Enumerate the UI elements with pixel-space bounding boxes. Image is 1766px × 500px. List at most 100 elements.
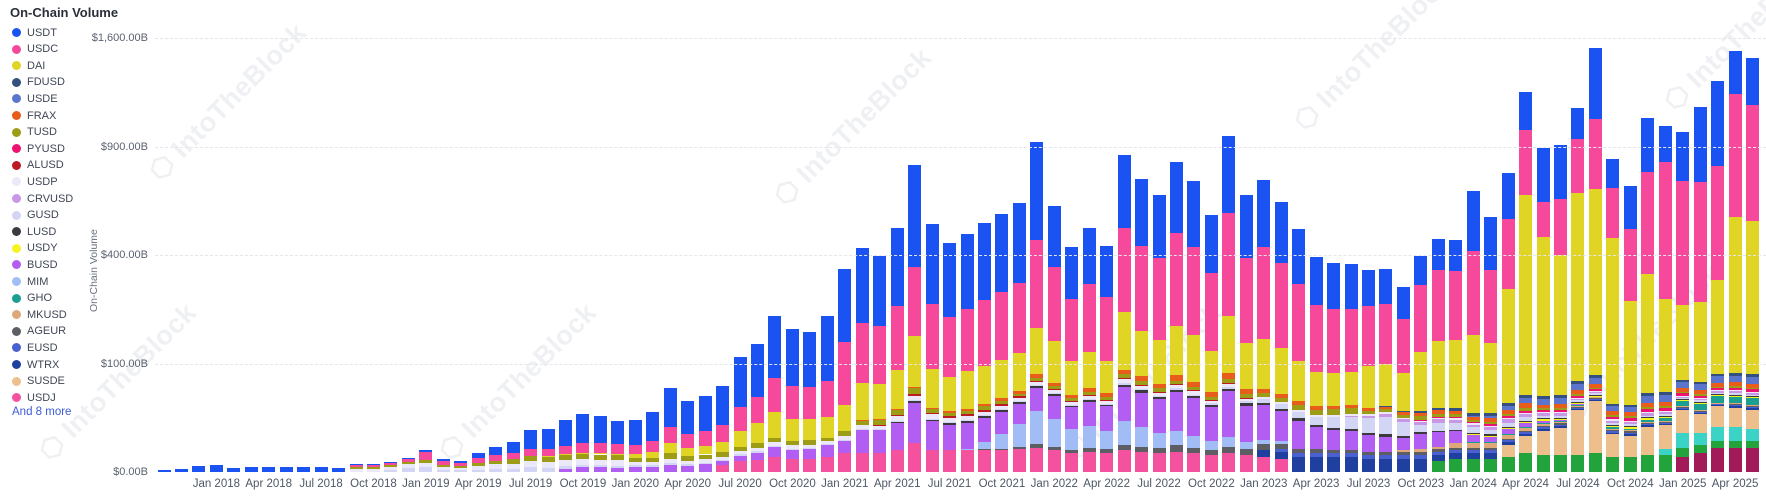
legend-item-mim[interactable]: MIM [12, 275, 48, 288]
bar-Feb 2023[interactable] [1274, 0, 1288, 472]
bar-Feb 2022[interactable] [1065, 0, 1079, 472]
bar-Dec 2023[interactable] [1449, 0, 1463, 472]
legend-item-usdj[interactable]: USDJ [12, 391, 56, 404]
legend-item-crvusd[interactable]: CRVUSD [12, 192, 73, 205]
bar-Dec 2021[interactable] [1030, 0, 1044, 472]
bar-Oct 2022[interactable] [1204, 0, 1218, 472]
legend-item-gusd[interactable]: GUSD [12, 209, 59, 222]
bar-Jul 2020[interactable] [733, 0, 747, 472]
bar-Sep 2020[interactable] [768, 0, 782, 472]
bar-Jun 2023[interactable] [1344, 0, 1358, 472]
legend-item-usde[interactable]: USDE [12, 92, 58, 105]
bar-Feb 2018[interactable] [227, 0, 241, 472]
legend-item-tusd[interactable]: TUSD [12, 126, 57, 139]
bar-Oct 2017[interactable] [157, 0, 171, 472]
bar-Feb 2021[interactable] [855, 0, 869, 472]
bar-Nov 2018[interactable] [384, 0, 398, 472]
bar-May 2019[interactable] [489, 0, 503, 472]
bar-Jan 2022[interactable] [1047, 0, 1061, 472]
bar-Dec 2018[interactable] [401, 0, 415, 472]
bar-Apr 2018[interactable] [262, 0, 276, 472]
bar-Mar 2021[interactable] [873, 0, 887, 472]
legend-item-usdy[interactable]: USDY [12, 242, 58, 255]
bar-Dec 2024[interactable] [1658, 0, 1672, 472]
legend-item-fdusd[interactable]: FDUSD [12, 76, 65, 89]
bar-May 2020[interactable] [698, 0, 712, 472]
bar-Nov 2024[interactable] [1641, 0, 1655, 472]
bar-Apr 2024[interactable] [1519, 0, 1533, 472]
bar-Mar 2018[interactable] [244, 0, 258, 472]
bar-Jul 2021[interactable] [943, 0, 957, 472]
bar-Jun 2024[interactable] [1554, 0, 1568, 472]
bar-Feb 2020[interactable] [646, 0, 660, 472]
legend-item-busd[interactable]: BUSD [12, 258, 58, 271]
legend-item-dai[interactable]: DAI [12, 59, 45, 72]
bar-Jun 2021[interactable] [925, 0, 939, 472]
legend-item-usdt[interactable]: USDT [12, 26, 57, 39]
bar-Jan 2021[interactable] [838, 0, 852, 472]
bar-Apr 2019[interactable] [471, 0, 485, 472]
legend-more-link[interactable]: And 8 more [12, 406, 72, 418]
bar-Nov 2021[interactable] [1012, 0, 1026, 472]
bar-Apr 2025[interactable] [1728, 0, 1742, 472]
bar-May 2025[interactable] [1746, 0, 1760, 472]
bar-Oct 2021[interactable] [995, 0, 1009, 472]
bar-Aug 2019[interactable] [541, 0, 555, 472]
bar-Aug 2022[interactable] [1169, 0, 1183, 472]
bar-May 2024[interactable] [1536, 0, 1550, 472]
bar-Jul 2018[interactable] [314, 0, 328, 472]
legend-item-alusd[interactable]: ALUSD [12, 159, 64, 172]
bar-Dec 2017[interactable] [192, 0, 206, 472]
bar-Aug 2023[interactable] [1379, 0, 1393, 472]
bar-Jan 2025[interactable] [1676, 0, 1690, 472]
bar-Jan 2019[interactable] [419, 0, 433, 472]
legend-item-frax[interactable]: FRAX [12, 109, 56, 122]
bar-Oct 2018[interactable] [366, 0, 380, 472]
bar-Nov 2019[interactable] [593, 0, 607, 472]
bar-Jul 2019[interactable] [524, 0, 538, 472]
bar-Aug 2021[interactable] [960, 0, 974, 472]
bar-Jan 2018[interactable] [209, 0, 223, 472]
bar-Apr 2022[interactable] [1100, 0, 1114, 472]
bar-May 2018[interactable] [279, 0, 293, 472]
bar-Sep 2018[interactable] [349, 0, 363, 472]
bar-Mar 2020[interactable] [663, 0, 677, 472]
bar-Jan 2020[interactable] [628, 0, 642, 472]
bar-Jun 2018[interactable] [297, 0, 311, 472]
bar-Mar 2025[interactable] [1711, 0, 1725, 472]
bar-Apr 2023[interactable] [1309, 0, 1323, 472]
bar-Nov 2020[interactable] [803, 0, 817, 472]
bar-Oct 2019[interactable] [576, 0, 590, 472]
bar-Sep 2024[interactable] [1606, 0, 1620, 472]
legend-item-ageur[interactable]: AGEUR [12, 325, 66, 338]
bar-Sep 2023[interactable] [1396, 0, 1410, 472]
bar-Feb 2024[interactable] [1484, 0, 1498, 472]
bar-Jun 2019[interactable] [506, 0, 520, 472]
bar-May 2021[interactable] [908, 0, 922, 472]
bar-Mar 2023[interactable] [1292, 0, 1306, 472]
bar-Sep 2019[interactable] [559, 0, 572, 472]
legend-item-lusd[interactable]: LUSD [12, 225, 56, 238]
legend-item-mkusd[interactable]: MKUSD [12, 308, 67, 321]
bar-Nov 2022[interactable] [1222, 0, 1236, 472]
bar-Jun 2022[interactable] [1135, 0, 1149, 472]
bar-Sep 2022[interactable] [1187, 0, 1201, 472]
bar-Aug 2018[interactable] [332, 0, 346, 472]
bar-Jan 2023[interactable] [1257, 0, 1271, 472]
bar-Dec 2020[interactable] [820, 0, 834, 472]
legend-item-usdc[interactable]: USDC [12, 43, 58, 56]
bar-Apr 2021[interactable] [890, 0, 904, 472]
bar-Apr 2020[interactable] [681, 0, 695, 472]
bar-Aug 2020[interactable] [751, 0, 765, 472]
legend-item-pyusd[interactable]: PYUSD [12, 142, 65, 155]
bar-Oct 2020[interactable] [785, 0, 799, 472]
bar-Oct 2023[interactable] [1414, 0, 1428, 472]
bar-May 2022[interactable] [1117, 0, 1131, 472]
bar-May 2023[interactable] [1327, 0, 1341, 472]
bar-Oct 2024[interactable] [1623, 0, 1637, 472]
bar-Dec 2019[interactable] [611, 0, 625, 472]
legend-item-eusd[interactable]: EUSD [12, 341, 58, 354]
bar-Mar 2022[interactable] [1082, 0, 1096, 472]
bar-Jul 2023[interactable] [1362, 0, 1375, 472]
bar-Aug 2024[interactable] [1588, 0, 1602, 472]
